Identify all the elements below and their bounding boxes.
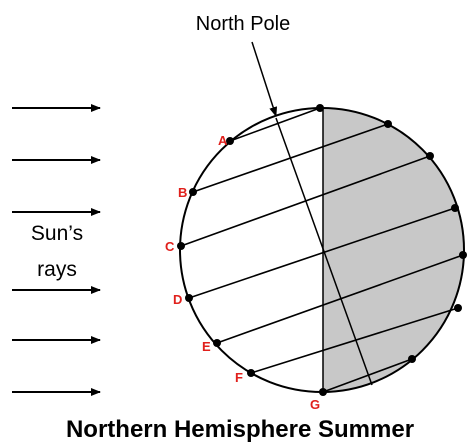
caption: Northern Hemisphere Summer [66,416,414,443]
point-label: D [173,292,182,307]
points [177,104,467,396]
latitude-lines [180,107,464,393]
point-label: F [235,370,243,385]
night-side [323,108,465,392]
point-label: B [178,185,187,200]
sun-rays [12,104,101,396]
point-label: E [202,339,211,354]
point-label: G [310,397,320,412]
point-label: A [218,133,228,148]
point-label: C [165,239,175,254]
pole-pointer [251,41,278,117]
sun-label: Sun’s [31,222,83,245]
sun-label: rays [37,258,77,281]
pole-label: North Pole [196,13,291,35]
